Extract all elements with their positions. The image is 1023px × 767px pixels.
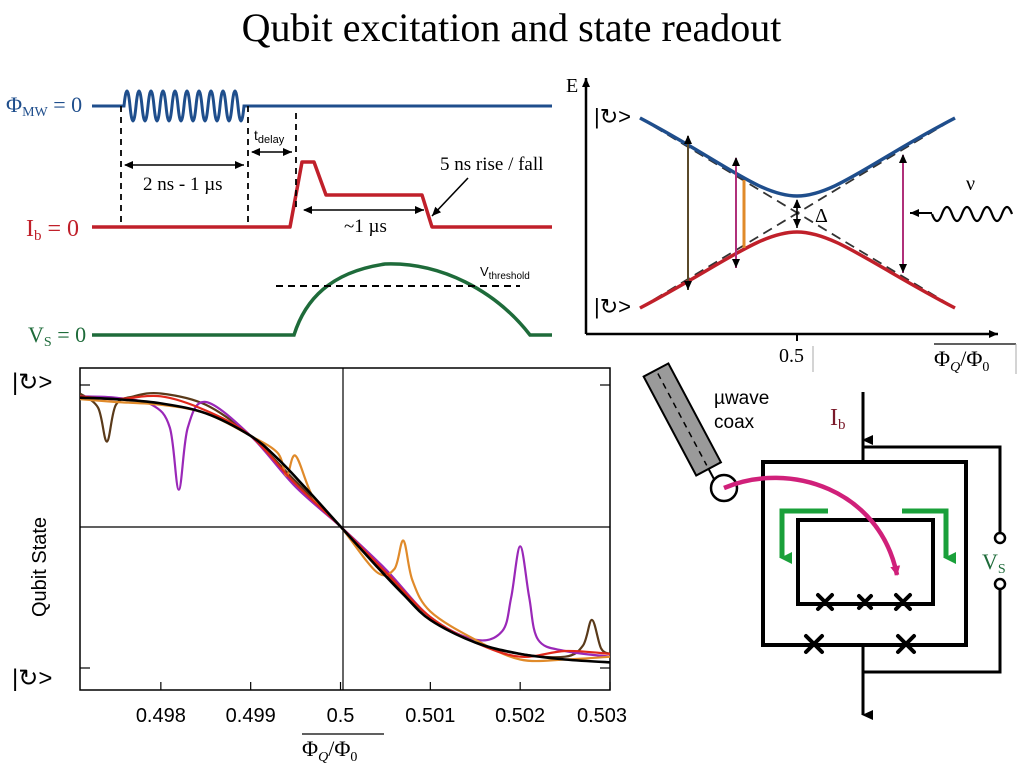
- circuit-ib-label: Ib: [830, 405, 846, 433]
- energy-state-top: |↻>: [594, 104, 631, 129]
- coax-label-line1: µwave: [714, 388, 769, 409]
- pulse-length-label: 2 ns - 1 µs: [143, 174, 223, 195]
- x-tick-label-4: 0.502: [495, 705, 545, 727]
- circuit-ib-sub: b: [838, 417, 846, 433]
- nu-label: ν: [966, 173, 975, 195]
- y-axis-label: Qubit State: [29, 517, 51, 617]
- mw-label-sub: MW: [22, 105, 48, 120]
- vthreshold-label: Vthreshold: [480, 264, 530, 282]
- photon-wave: [930, 205, 1014, 223]
- series-line-1: [80, 391, 610, 659]
- series-line-0: [80, 396, 610, 664]
- vs-branch-wire: [863, 445, 1002, 674]
- ib-pulse: [92, 160, 552, 229]
- circuit-vs-label: VS: [982, 549, 1006, 577]
- energy-x-tick-label: 0.5: [779, 345, 804, 367]
- x-tick-label-5: 0.503: [577, 705, 627, 727]
- vs-terminal-top: [993, 531, 1007, 545]
- x-tick-label-0: 0.498: [136, 705, 186, 727]
- lower-band: [639, 230, 956, 310]
- junctions: [804, 593, 916, 654]
- flux-arrow: [723, 475, 901, 576]
- outer-loop: [761, 460, 968, 647]
- energy-x-axis-label: ΦQ/Φ0: [934, 346, 989, 375]
- hold-label: ~1 µs: [344, 216, 387, 237]
- circuit-vs-sub: S: [998, 562, 1006, 577]
- vs-label: VS = 0: [28, 322, 86, 350]
- energy-axis-label: E: [566, 75, 578, 97]
- x-tick-label-3: 0.501: [405, 705, 455, 727]
- x-tick-label-1: 0.499: [226, 705, 276, 727]
- current-arrow-left: [779, 508, 828, 564]
- plot-frame: [79, 367, 611, 691]
- circuit-diagram: µwave coax Ib VS: [642, 362, 1007, 720]
- x-axis-label-sub: Q: [318, 750, 328, 765]
- x-axis-label-tail-sub: 0: [350, 750, 357, 765]
- coax-label-line2: coax: [714, 412, 755, 433]
- energy-x-sub: Q: [950, 360, 960, 375]
- tdelay-label: tdelay: [254, 127, 285, 146]
- mw-baseline: [92, 89, 552, 123]
- rise-fall-label: 5 ns rise / fall: [440, 154, 543, 175]
- x-tick-label-2: 0.5: [327, 705, 355, 727]
- x-axis-label: ΦQ/Φ0: [302, 736, 357, 765]
- y-state-bottom: |↻>: [12, 665, 52, 692]
- ib-label: Ib = 0: [26, 216, 79, 244]
- ib-label-sub: b: [34, 228, 42, 244]
- tdelay-sub: delay: [258, 134, 285, 146]
- vs-label-sub: S: [44, 335, 52, 350]
- y-state-top: |↻>: [12, 369, 52, 396]
- series-line-4: [80, 394, 610, 658]
- energy-diagram: E Δ ν |↻> |↻> 0.5 ΦQ/Φ0: [566, 75, 1017, 375]
- inner-loop: [796, 518, 935, 606]
- vthreshold-sub: threshold: [489, 271, 530, 282]
- vs-trace: [92, 262, 552, 337]
- energy-x-tail-sub: 0: [982, 360, 989, 375]
- series-layer: [80, 391, 610, 664]
- delta-label: Δ: [815, 205, 828, 227]
- x-tick-layer: 0.498 0.499 0.5 0.501 0.502 0.503: [136, 682, 627, 727]
- coax-cable: [642, 362, 723, 480]
- vs-terminal-bottom: [993, 577, 1007, 591]
- upper-band: [639, 116, 956, 198]
- page-title: Qubit excitation and state readout: [241, 5, 782, 50]
- qubit-state-chart: 0.498 0.499 0.5 0.501 0.502 0.503 |↻> |↻> Qub…: [12, 367, 627, 765]
- energy-state-bottom: |↻>: [594, 294, 631, 319]
- rise-fall-pointer: [431, 177, 469, 217]
- current-arrow-right: [902, 508, 956, 564]
- mw-label: ΦMW = 0: [6, 92, 82, 120]
- timing-diagram: ΦMW = 0 Ib = 0 VS = 0 Vthreshold 2 ns - …: [6, 89, 552, 350]
